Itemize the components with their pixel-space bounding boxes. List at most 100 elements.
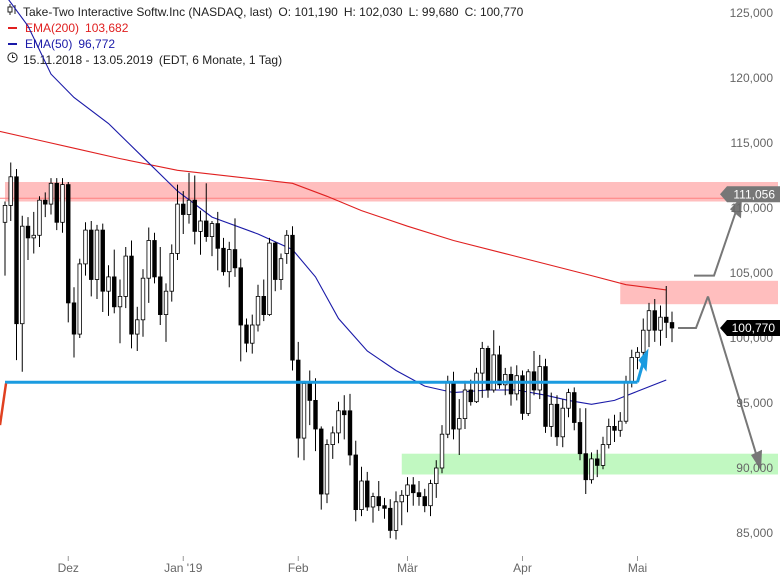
candle-down [14, 176, 19, 325]
candle-down [468, 389, 473, 403]
candle-up [646, 310, 652, 331]
price-tag-box [720, 186, 780, 203]
candle-up [445, 381, 450, 435]
candle-up [31, 234, 36, 239]
candle-up [606, 425, 611, 445]
candle-up [629, 357, 634, 383]
candle-down [25, 225, 31, 239]
candle-down [595, 458, 600, 466]
breakout-arrow-head [638, 348, 649, 372]
candle-up [549, 403, 554, 427]
candle-up [370, 496, 376, 508]
y-tick-label: 90,000 [736, 461, 773, 475]
candle-down [583, 453, 588, 481]
candle-down [416, 492, 422, 498]
period-detail: (EDT, 6 Monate, 1 Tag) [158, 53, 283, 67]
candle-down [66, 184, 71, 304]
candle-down [54, 182, 59, 223]
candle-up [255, 295, 261, 326]
candle-down [365, 480, 370, 508]
candle-down [261, 295, 266, 315]
ohlc-close: C: 100,770 [464, 5, 524, 19]
candle-down [192, 199, 197, 232]
y-axis: 85,00090,00095,000100,000105,000110,0001… [730, 6, 774, 540]
clock-icon [6, 52, 18, 68]
candle-down [485, 347, 491, 391]
candle-up [474, 372, 479, 403]
price-tag-100,770: 100,770 [720, 319, 780, 336]
x-tick-label: Jan '19 [164, 561, 203, 575]
candle-up [227, 249, 232, 273]
candle-down [543, 366, 548, 427]
candle-up [566, 392, 571, 409]
candle-up [480, 347, 485, 374]
ema50-swatch [8, 43, 17, 45]
candle-up [301, 383, 307, 439]
candle-down [290, 234, 295, 361]
candle-down [382, 505, 387, 509]
candle-up [250, 324, 255, 344]
candle-up [439, 433, 445, 469]
candle-up [8, 176, 13, 206]
candle-down [577, 422, 583, 455]
chart-legend: Take-Two Interactive Softw.Inc (NASDAQ, … [6, 4, 523, 68]
candle-up [503, 373, 508, 386]
candle-down [669, 322, 675, 329]
candle-up [123, 255, 128, 297]
zone-resistance-small [620, 280, 778, 305]
candle-up [514, 375, 519, 395]
trend-lines [0, 348, 649, 426]
candle-down [313, 399, 318, 430]
legend-title-row: Take-Two Interactive Softw.Inc (NASDAQ, … [6, 4, 523, 20]
ohlc-close-value: 100,770 [479, 5, 524, 19]
candle-down [520, 375, 525, 414]
candle-up [284, 234, 289, 254]
candle-up [117, 295, 123, 308]
projection-down-shaft [707, 296, 759, 461]
candle-up [48, 182, 54, 205]
ema200-swatch [8, 27, 17, 29]
instrument-title: Take-Two Interactive Softw.Inc (NASDAQ, … [23, 5, 273, 19]
candle-up [77, 263, 82, 335]
y-tick-label: 125,000 [730, 6, 774, 20]
highlight-zones [0, 182, 778, 475]
candle-up [146, 240, 151, 279]
candle-down [71, 302, 77, 335]
candle-up [618, 420, 623, 431]
candle-up [140, 277, 146, 321]
candle-down [244, 324, 249, 344]
candle-up [209, 223, 215, 238]
candle-up [428, 483, 433, 507]
candle-down [112, 276, 117, 308]
price-tag-111,056: 111,056 [720, 186, 780, 203]
moving-averages [0, 0, 667, 405]
projection-up-base [678, 296, 709, 329]
candle-down [158, 276, 163, 315]
ohlc-open-value: 101,190 [294, 5, 338, 19]
candle-up [186, 199, 192, 215]
candle-up [330, 432, 335, 445]
candle-up [658, 316, 663, 331]
candle-up [169, 253, 174, 292]
candle-up [106, 276, 111, 292]
candle-down [612, 425, 617, 431]
candle-up [94, 229, 100, 280]
ema50-line [8, 0, 667, 405]
y-tick-label: 120,000 [730, 71, 774, 85]
candle-down [652, 310, 657, 331]
ema200-line [0, 130, 667, 291]
candle-up [198, 220, 203, 232]
ema50-value: 96,772 [78, 37, 116, 51]
candle-up [641, 329, 646, 353]
candle-up [623, 381, 629, 422]
candle-up [359, 480, 364, 511]
candle-up [278, 258, 284, 280]
candle-up [560, 407, 565, 438]
candle-down [296, 359, 301, 439]
x-tick-label: Mär [397, 561, 418, 575]
candle-up [399, 494, 404, 503]
candle-up [526, 371, 531, 414]
x-axis: Dez Jan '19 Feb Mär Apr Mai [58, 556, 647, 575]
candle-down [376, 496, 381, 507]
